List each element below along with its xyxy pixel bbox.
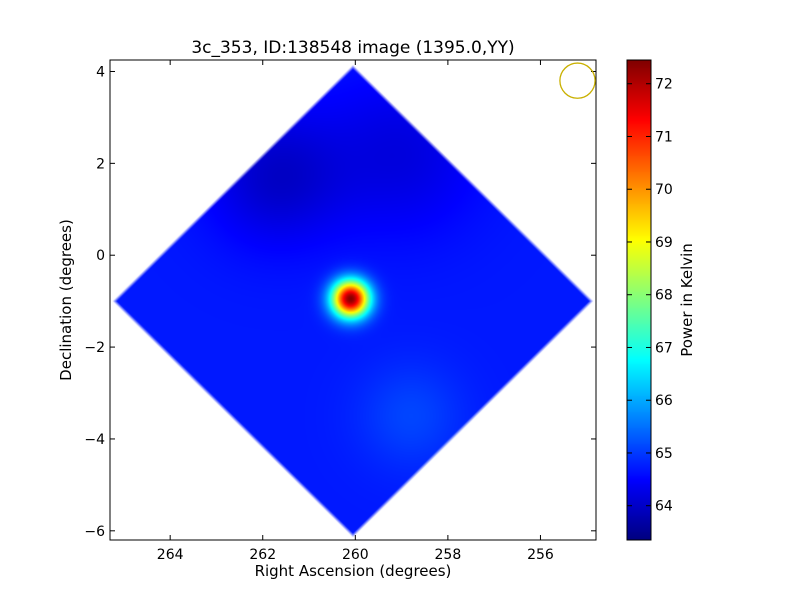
beam-marker-circle (559, 62, 596, 99)
colorbar-tick-label: 68 (655, 288, 673, 304)
colorbar-frame (626, 59, 652, 541)
colorbar-tick-label: 71 (655, 129, 673, 145)
colorbar-tick-label: 64 (655, 499, 673, 515)
x-tick-label: 262 (249, 547, 276, 563)
x-tick-label: 264 (157, 547, 184, 563)
y-axis-ticks: 4 2 0 −2 −4 −6 (84, 64, 596, 540)
y-axis-label: Declination (degrees) (57, 219, 75, 381)
colorbar: 64 65 66 67 68 69 70 71 72 (626, 59, 673, 541)
colorbar-gradient (627, 60, 651, 540)
colorbar-tick-label: 72 (655, 77, 673, 93)
heatmap-image (110, 60, 596, 540)
x-axis-ticks: 264 262 260 258 256 (157, 60, 554, 563)
beam-marker-layer (559, 62, 596, 99)
colorbar-tick-label: 65 (655, 446, 673, 462)
colorbar-tick-label: 70 (655, 182, 673, 198)
colorbar-tick-label: 67 (655, 340, 673, 356)
colorbar-label: Power in Kelvin (678, 243, 696, 357)
plot-frame (109, 59, 597, 541)
chart-title: 3c_353, ID:138548 image (1395.0,YY) (191, 38, 514, 58)
y-tick-label: 0 (96, 248, 105, 264)
x-tick-label: 260 (342, 547, 369, 563)
y-tick-label: −4 (84, 432, 105, 448)
y-tick-label: 4 (96, 64, 105, 80)
colorbar-tick-label: 69 (655, 235, 673, 251)
y-tick-label: −6 (84, 524, 105, 540)
y-tick-label: 2 (96, 156, 105, 172)
colorbar-tick-label: 66 (655, 393, 673, 409)
heatmap-layer (110, 60, 596, 540)
x-tick-label: 258 (435, 547, 462, 563)
x-tick-label: 256 (527, 547, 554, 563)
x-axis-label: Right Ascension (degrees) (255, 562, 452, 580)
y-tick-label: −2 (84, 340, 105, 356)
